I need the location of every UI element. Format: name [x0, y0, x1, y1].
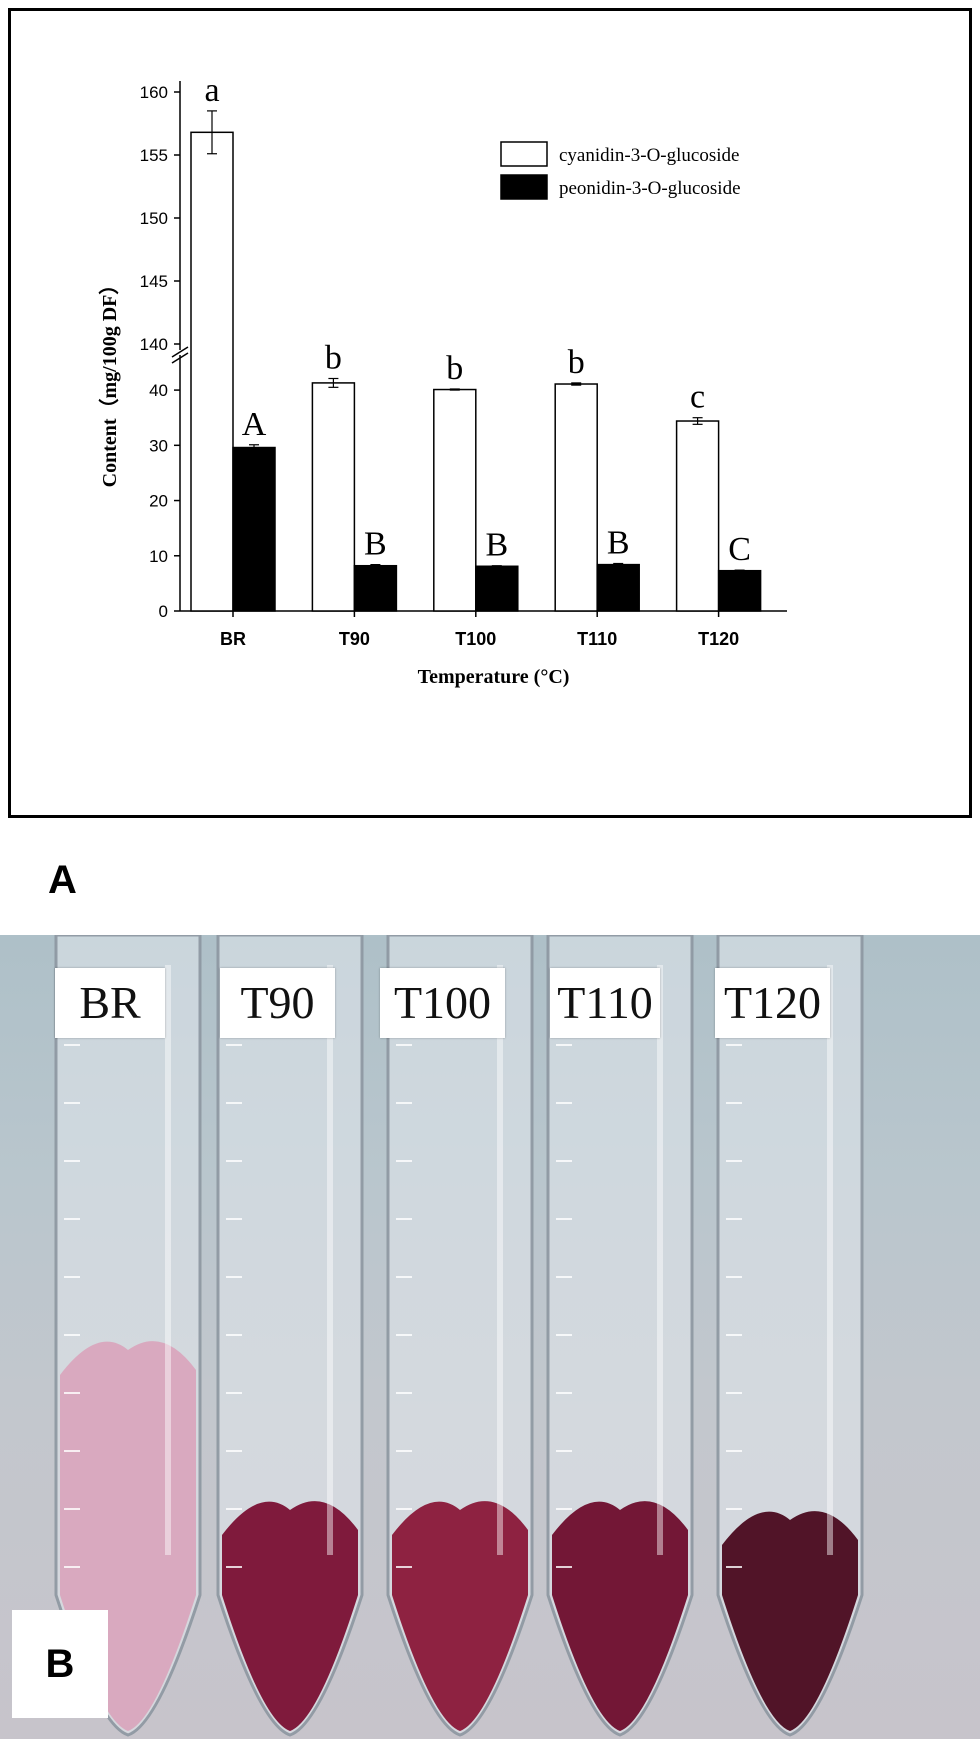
- bar-peonidin: [596, 563, 640, 612]
- x-axis-label: Temperature (°C): [418, 666, 570, 688]
- tube-pellet: [552, 1501, 688, 1731]
- tube-label-t110: T110: [550, 968, 660, 1038]
- legend-label: peonidin-3-O-glucoside: [559, 178, 741, 199]
- tube-label-t90: T90: [220, 968, 335, 1038]
- tube-photo-drawing: [54, 935, 864, 1737]
- x-tick-label: BR: [220, 629, 246, 649]
- y-tick-label: 145: [140, 272, 168, 291]
- bar-peonidin: [232, 446, 276, 612]
- tube-label-t120: T120: [715, 968, 830, 1038]
- y-tick-label: 40: [149, 381, 168, 400]
- bar-peonidin: [717, 569, 762, 612]
- tube-pellet: [392, 1501, 528, 1731]
- x-tick-label: T100: [455, 629, 496, 649]
- legend-swatch-peonidin: [500, 174, 548, 200]
- significance-letter: b: [446, 350, 463, 387]
- tube-pellet: [722, 1511, 858, 1731]
- legend-swatch-cyanidin: [500, 141, 548, 167]
- significance-letter: b: [568, 344, 585, 381]
- axis-break-mark: [171, 352, 189, 364]
- y-tick-label: 20: [149, 492, 168, 511]
- x-tick-label: T90: [339, 629, 370, 649]
- bar-cyanidin: [311, 382, 356, 612]
- panel-label-b: B: [12, 1610, 108, 1718]
- bar-cyanidin: [554, 383, 598, 612]
- bar-cyanidin: [675, 420, 720, 612]
- y-tick-label: 155: [140, 146, 168, 165]
- significance-letter: b: [325, 339, 342, 376]
- tube-label-t100: T100: [380, 968, 505, 1038]
- significance-letter: a: [204, 72, 219, 109]
- x-tick-label: T110: [577, 629, 617, 649]
- bar-cyanidin: [190, 131, 234, 612]
- bar-cyanidin: [433, 388, 477, 612]
- chart-panel: 0 10 20 30 40 140 145 150 155 160 a A BR b B T90 b B T100 b…: [8, 8, 972, 818]
- tube-pellet: [222, 1501, 358, 1731]
- y-tick-label: 10: [149, 547, 168, 566]
- significance-letter: c: [690, 379, 705, 416]
- y-axis-label: Content（mg/100g DF）: [98, 275, 121, 488]
- significance-letter: A: [242, 406, 267, 443]
- significance-letter: B: [607, 525, 630, 562]
- significance-letter: B: [485, 527, 508, 564]
- significance-letter: B: [364, 526, 387, 563]
- y-tick-label: 160: [140, 83, 168, 102]
- bar-chart: 0 10 20 30 40 140 145 150 155 160 a A BR b B T90 b B T100 b…: [98, 72, 787, 688]
- y-tick-label: 0: [159, 602, 168, 621]
- y-tick-label: 30: [149, 436, 168, 455]
- panel-label-a: A: [48, 858, 77, 902]
- axis-break-mark: [171, 346, 189, 358]
- bar-peonidin: [475, 565, 519, 612]
- y-tick-label: 150: [140, 209, 168, 228]
- significance-letter: C: [728, 531, 751, 568]
- y-tick-label: 140: [140, 335, 168, 354]
- tube-photo: [0, 935, 980, 1739]
- legend-label: cyanidin-3-O-glucoside: [559, 145, 739, 166]
- x-tick-label: T120: [698, 629, 739, 649]
- bar-peonidin: [353, 564, 398, 612]
- tube-label-br: BR: [55, 968, 165, 1038]
